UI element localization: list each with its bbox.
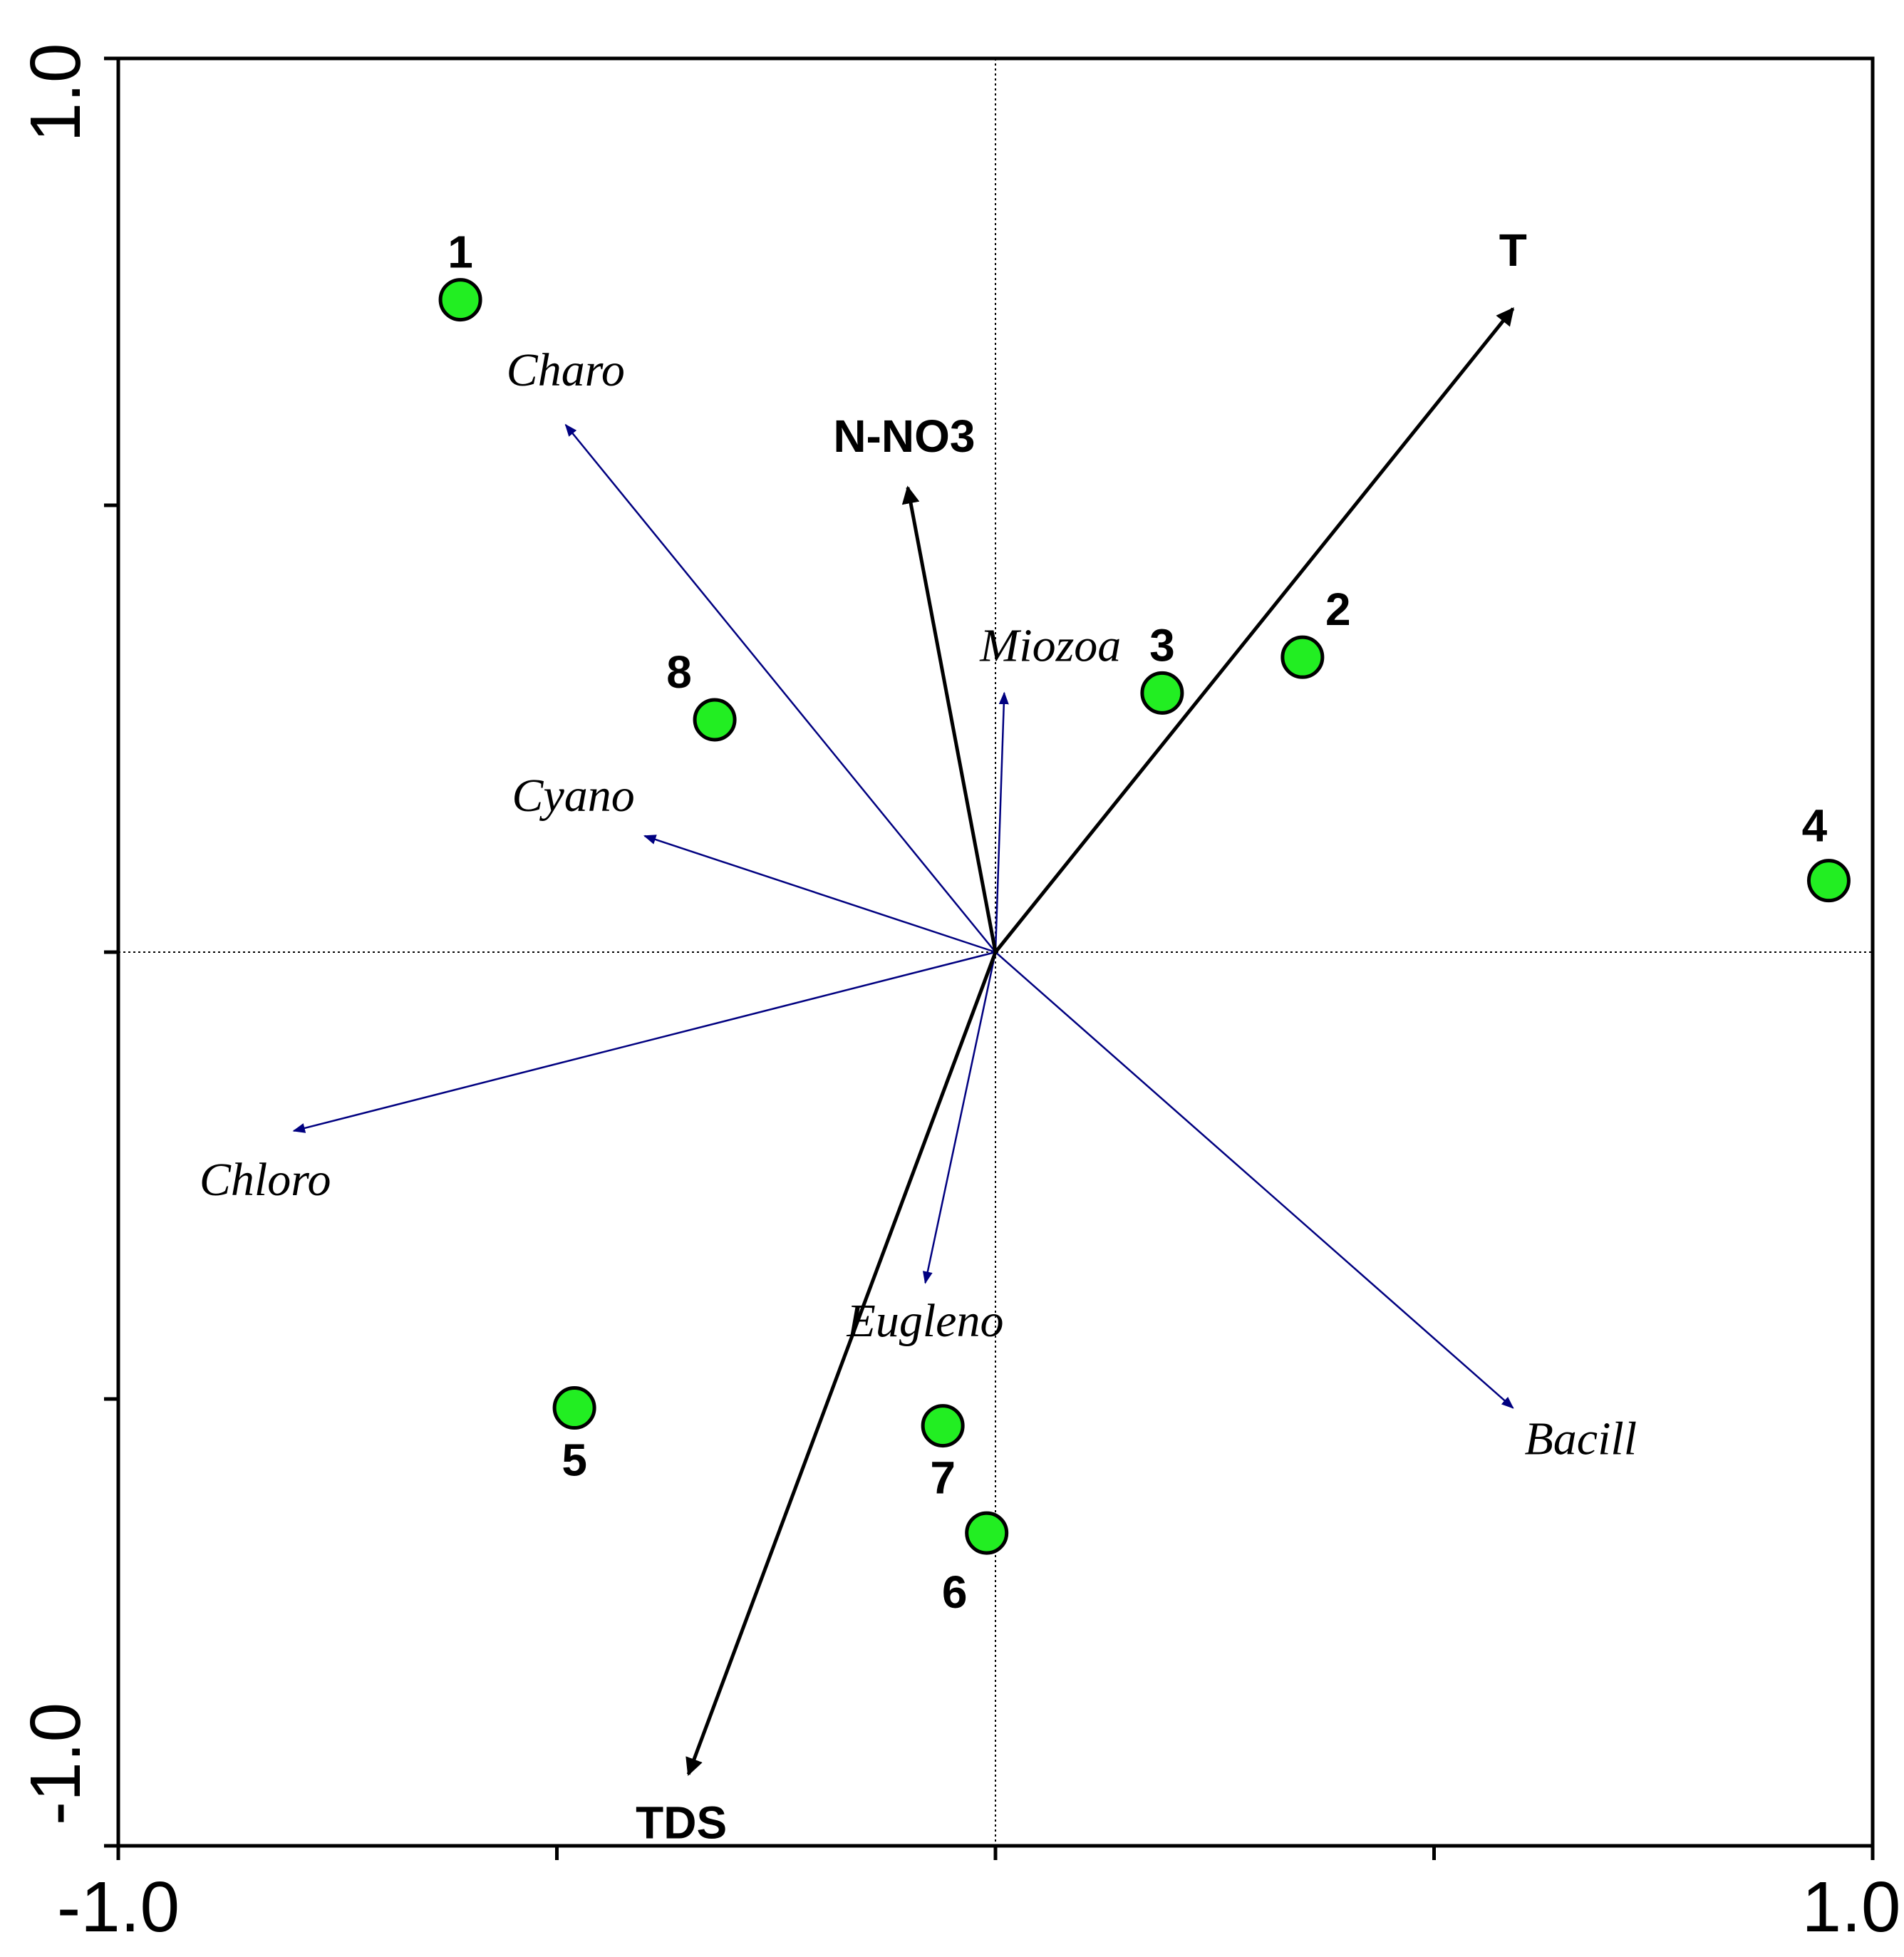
- site-label-7: 7: [930, 1452, 956, 1504]
- species-label-miozoa: Miozoa: [979, 619, 1121, 671]
- axes-layer: -1.0 1.0 1.0 -1.0: [16, 43, 1901, 1947]
- site-label-1: 1: [447, 227, 473, 278]
- species-arrow-miozoa: [994, 691, 1009, 953]
- site-label-6: 6: [942, 1566, 968, 1618]
- site-label-8: 8: [666, 646, 692, 698]
- species-layer: Charo Cyano Chloro Miozoa Eugleno Bacill: [200, 344, 1637, 1465]
- site-point-5: [552, 1386, 596, 1430]
- species-label-cyano: Cyano: [512, 770, 634, 822]
- site-point-1: [438, 278, 482, 322]
- x-tick-label-min: -1.0: [57, 1867, 180, 1947]
- env-label-n-no3: N-NO3: [833, 410, 975, 462]
- species-arrow-chloro: [292, 951, 996, 1133]
- species-label-eugleno: Eugleno: [847, 1295, 1004, 1347]
- env-arrow-n-no3: [901, 485, 998, 953]
- site-point-4: [1806, 859, 1851, 903]
- site-label-5: 5: [562, 1435, 587, 1486]
- site-point-2: [1280, 635, 1325, 679]
- sites-layer: 1 2 3 4 5 6 7 8: [438, 227, 1851, 1618]
- site-point-7: [921, 1404, 965, 1448]
- species-label-bacill: Bacill: [1524, 1413, 1637, 1465]
- species-label-charo: Charo: [507, 344, 625, 396]
- species-arrow-bacill: [995, 951, 1514, 1409]
- y-tick-label-min: -1.0: [16, 1703, 95, 1825]
- env-arrow-tds: [685, 951, 998, 1777]
- species-arrow-eugleno: [922, 951, 997, 1284]
- x-tick-label-max: 1.0: [1801, 1867, 1900, 1947]
- env-label-t: T: [1499, 224, 1527, 276]
- env-label-tds: TDS: [636, 1797, 727, 1849]
- env-arrow-t: [994, 307, 1515, 954]
- site-label-2: 2: [1325, 584, 1351, 635]
- species-label-chloro: Chloro: [200, 1154, 331, 1206]
- y-tick-label-max: 1.0: [16, 43, 95, 142]
- site-point-8: [693, 698, 737, 742]
- environmental-layer: T N-NO3 TDS: [636, 224, 1527, 1849]
- species-arrow-charo: [564, 423, 996, 953]
- site-point-3: [1140, 671, 1184, 715]
- site-label-4: 4: [1802, 800, 1828, 852]
- site-label-3: 3: [1149, 619, 1175, 671]
- site-point-6: [965, 1511, 1009, 1555]
- species-arrow-cyano: [643, 835, 996, 954]
